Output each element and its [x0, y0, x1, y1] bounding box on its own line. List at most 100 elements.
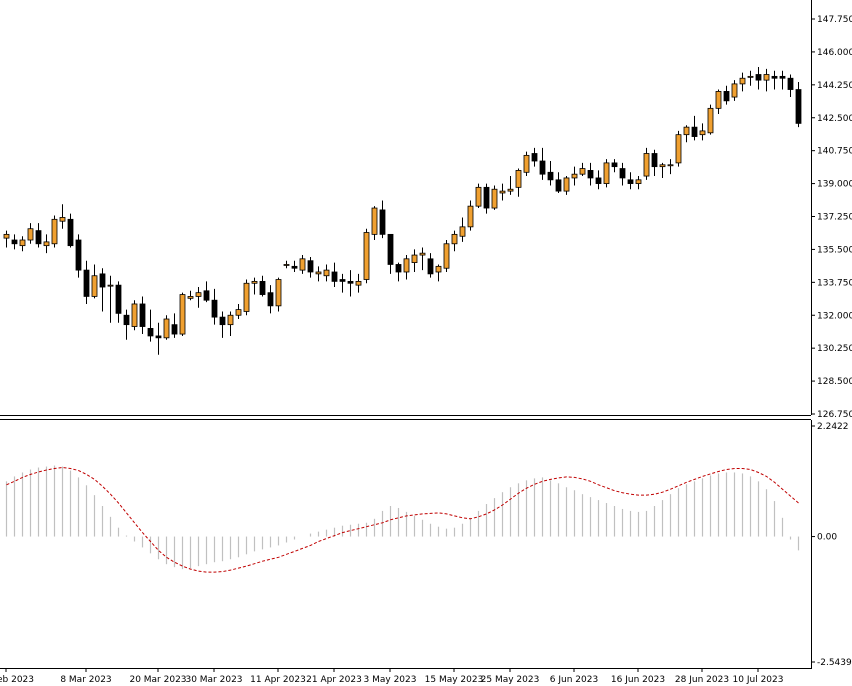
price-tick-label: 147.750: [817, 15, 852, 25]
candle: [355, 273, 362, 293]
candle-body: [411, 254, 418, 263]
candle-body: [299, 258, 306, 271]
candle-body: [387, 233, 394, 265]
candle: [35, 223, 42, 248]
candle: [3, 230, 10, 248]
candle-body: [211, 299, 218, 318]
candle-body: [155, 335, 162, 339]
candle-body: [667, 164, 674, 167]
candle: [715, 89, 722, 114]
candle-body: [419, 252, 426, 256]
candle-body: [491, 188, 498, 209]
price-tick-label: 133.750: [817, 278, 852, 288]
candle: [547, 161, 554, 186]
candle-body: [699, 130, 706, 136]
candle: [99, 268, 106, 312]
candle: [123, 309, 130, 340]
candle-body: [771, 75, 778, 79]
candle-body: [587, 170, 594, 179]
candle: [307, 256, 314, 278]
candle-body: [107, 284, 114, 287]
candle: [411, 249, 418, 272]
candle: [419, 247, 426, 271]
candle-body: [83, 269, 90, 297]
candle: [387, 233, 394, 274]
candle: [275, 277, 282, 312]
time-tick-label: 6 Jun 2023: [550, 675, 598, 685]
candle: [779, 70, 786, 90]
candle-body: [723, 91, 730, 102]
candle: [331, 262, 338, 288]
time-tick-label: 21 Apr 2023: [306, 675, 362, 685]
candle: [363, 228, 370, 284]
candle-body: [763, 74, 770, 81]
candle-body: [283, 264, 290, 266]
candle: [483, 183, 490, 214]
candle-body: [451, 233, 458, 245]
candle-body: [235, 309, 242, 316]
candle: [723, 85, 730, 105]
macd-tick-label: 0.00: [817, 533, 837, 543]
candle: [163, 315, 170, 340]
candle: [619, 162, 626, 186]
candle: [27, 223, 34, 244]
candle-body: [75, 239, 82, 271]
candle-body: [595, 177, 602, 184]
candle: [251, 277, 258, 295]
candle: [75, 234, 82, 278]
candle: [523, 151, 530, 177]
candle-body: [691, 126, 698, 137]
candle: [339, 273, 346, 293]
candle-body: [547, 171, 554, 181]
candle: [667, 159, 674, 175]
time-tick-label: 20 Mar 2023: [129, 675, 186, 685]
macd-axis: 2.2422 0.00 -2.5439: [811, 422, 852, 668]
candle: [299, 255, 306, 274]
candle: [755, 66, 762, 90]
candle-body: [227, 314, 234, 326]
candle: [147, 309, 154, 342]
candle-body: [27, 228, 34, 241]
candle: [579, 162, 586, 177]
candle: [627, 172, 634, 190]
candle-body: [403, 258, 410, 273]
time-tick-label: 30 Mar 2023: [185, 675, 242, 685]
candle-body: [115, 284, 122, 314]
candle: [635, 176, 642, 190]
candle: [115, 281, 122, 323]
candle: [139, 296, 146, 335]
candle: [427, 253, 434, 278]
candle-body: [139, 303, 146, 327]
candle: [227, 311, 234, 336]
candle: [467, 200, 474, 231]
candle-body: [363, 232, 370, 280]
candle: [155, 322, 162, 355]
candle: [259, 275, 266, 297]
macd-tick-label: 2.2422: [817, 422, 849, 432]
candle: [395, 262, 402, 282]
candle-body: [259, 280, 266, 295]
candle-body: [579, 168, 586, 175]
candle: [195, 287, 202, 308]
candle-body: [779, 75, 786, 79]
candle-body: [619, 168, 626, 179]
candle-body: [523, 154, 530, 173]
candle: [187, 290, 194, 301]
candle: [379, 200, 386, 239]
price-tick-label: 130.250: [817, 344, 852, 354]
candle-body: [435, 265, 442, 273]
candle-body: [555, 179, 562, 192]
candle-body: [755, 74, 762, 81]
candle: [131, 300, 138, 331]
candle-body: [187, 296, 194, 299]
candle-body: [707, 107, 714, 134]
candle-body: [203, 290, 210, 301]
candle-body: [19, 239, 26, 247]
candle: [11, 234, 18, 250]
candle: [611, 159, 618, 173]
candle-body: [11, 239, 18, 245]
candle-body: [147, 328, 154, 337]
time-tick-label: 16 Jun 2023: [611, 675, 665, 685]
candle-body: [475, 186, 482, 207]
